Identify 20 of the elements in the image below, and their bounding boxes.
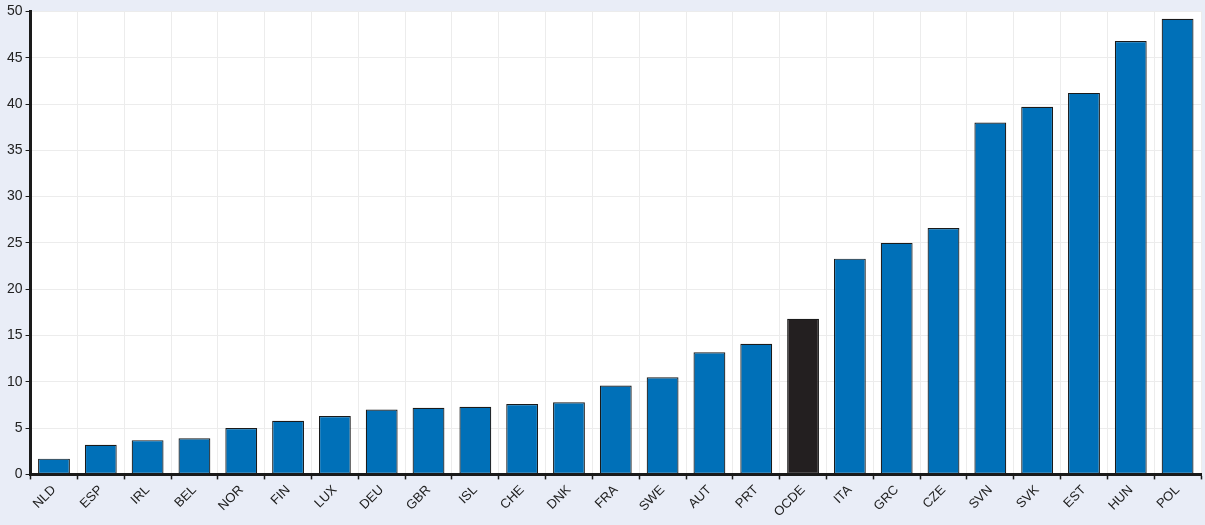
x-tick-label: FIN <box>267 481 293 508</box>
x-tick-label: POL <box>1153 481 1183 511</box>
y-tick-label: 15 <box>6 326 23 343</box>
y-tick-label: 30 <box>6 187 23 204</box>
y-tick-label: 50 <box>6 2 23 19</box>
x-tick-label: IRL <box>127 481 153 507</box>
y-tick-label: 5 <box>14 418 23 435</box>
y-tick-label: 10 <box>6 372 23 389</box>
y-tick-label: 35 <box>6 141 23 158</box>
x-tick-label: ISL <box>455 481 480 507</box>
x-tick-label: CZE <box>919 481 949 511</box>
y-tick-label: 45 <box>6 48 23 65</box>
x-tick-label: ITA <box>830 481 855 507</box>
y-tick-label: 0 <box>14 465 23 482</box>
x-tick-label: FRA <box>591 481 621 511</box>
y-tick-label: 20 <box>6 280 23 297</box>
y-tick-label: 40 <box>6 94 23 111</box>
y-tick-label: 25 <box>6 233 23 250</box>
x-tick-label: NLD <box>29 481 59 511</box>
x-tick-label: BEL <box>171 481 200 510</box>
